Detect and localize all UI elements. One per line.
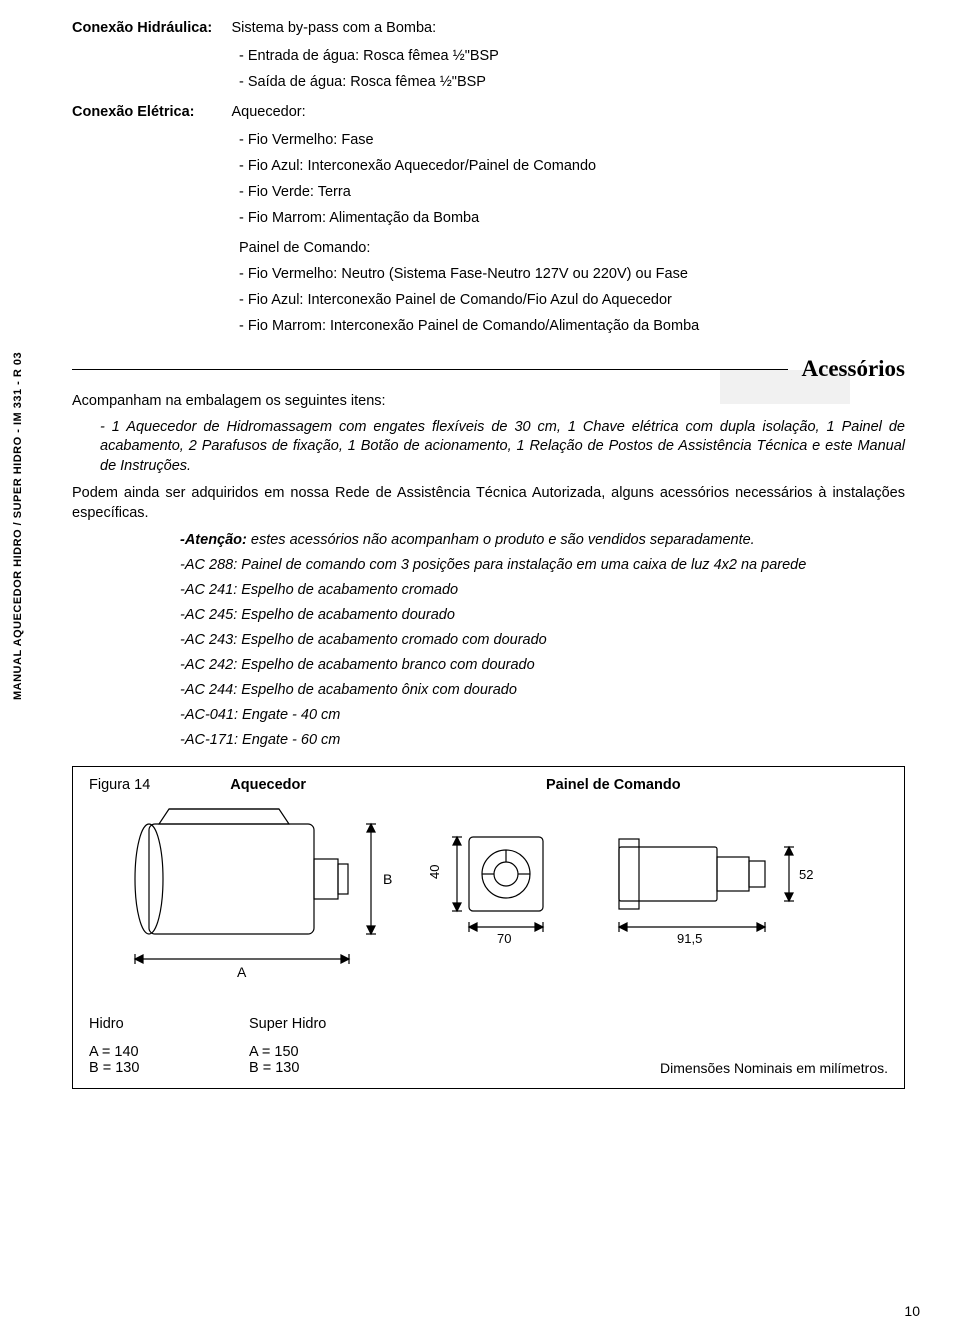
- electrical-sub1-line-1: - Fio Azul: Interconexão Aquecedor/Paine…: [239, 158, 905, 174]
- hidro-label: Hidro: [89, 1016, 189, 1032]
- electrical-sub1-label: Aquecedor:: [231, 104, 871, 120]
- attention-rest: estes acessórios não acompanham o produt…: [247, 532, 755, 548]
- accessory-list: -Atenção: estes acessórios não acompanha…: [180, 532, 905, 748]
- dim-52-text: 52: [799, 867, 813, 882]
- page-number: 10: [904, 1303, 920, 1319]
- figure-svg: B A: [89, 799, 879, 1009]
- attention-label: -Atenção:: [180, 532, 247, 548]
- dim-40-text: 40: [427, 865, 442, 879]
- electrical-sub2-line-0: - Fio Vermelho: Neutro (Sistema Fase-Neu…: [239, 266, 905, 282]
- hydraulic-value: Sistema by-pass com a Bomba:: [231, 20, 871, 36]
- ac-item: -AC 244: Espelho de acabamento ônix com …: [180, 682, 905, 698]
- hydraulic-label: Conexão Hidráulica:: [72, 20, 227, 36]
- super-b: B = 130: [249, 1060, 369, 1076]
- ac-item: -AC 245: Espelho de acabamento dourado: [180, 607, 905, 623]
- hidro-b: B = 130: [89, 1060, 189, 1076]
- figure-right-title: Painel de Comando: [546, 777, 681, 793]
- hydraulic-line-0: - Entrada de água: Rosca fêmea ½"BSP: [239, 48, 905, 64]
- figure-left-title: Aquecedor: [230, 777, 306, 793]
- electrical-sub2-label: Painel de Comando:: [239, 240, 905, 256]
- intro-sub-text: - 1 Aquecedor de Hidromassagem com engat…: [100, 418, 905, 477]
- para2-text: Podem ainda ser adquiridos em nossa Rede…: [72, 484, 905, 523]
- ac-item: -AC 242: Espelho de acabamento branco co…: [180, 657, 905, 673]
- dim-70-text: 70: [497, 931, 511, 946]
- super-col: Super Hidro A = 150 B = 130: [249, 1016, 369, 1076]
- hidro-a: A = 140: [89, 1044, 189, 1060]
- vertical-doc-code: MANUAL AQUECEDOR HIDRO / SUPER HIDRO - I…: [12, 352, 24, 700]
- figure-14-box: Figura 14 Aquecedor Painel de Comando: [72, 766, 905, 1089]
- electrical-row: Conexão Elétrica: Aquecedor:: [72, 104, 905, 122]
- super-label: Super Hidro: [249, 1016, 369, 1032]
- electrical-label: Conexão Elétrica:: [72, 104, 227, 120]
- dim-915-text: 91,5: [677, 931, 702, 946]
- figure-svg-wrap: B A: [89, 799, 888, 1014]
- super-a: A = 150: [249, 1044, 369, 1060]
- dim-b-text: B: [383, 871, 392, 887]
- section-heading-row: Acessórios: [72, 356, 905, 382]
- electrical-sub1-line-3: - Fio Marrom: Alimentação da Bomba: [239, 210, 905, 226]
- electrical-sub2-line-2: - Fio Marrom: Interconexão Painel de Com…: [239, 318, 905, 334]
- ac-item: -AC-041: Engate - 40 cm: [180, 707, 905, 723]
- ac-item: -AC 241: Espelho de acabamento cromado: [180, 582, 905, 598]
- figure-title-row: Figura 14 Aquecedor Painel de Comando: [89, 777, 888, 793]
- ac-item: -AC 243: Espelho de acabamento cromado c…: [180, 632, 905, 648]
- ac-item: -AC-171: Engate - 60 cm: [180, 732, 905, 748]
- figure-legend-row: Hidro A = 140 B = 130 Super Hidro A = 15…: [89, 1016, 888, 1076]
- electrical-sub1-line-2: - Fio Verde: Terra: [239, 184, 905, 200]
- hydraulic-row: Conexão Hidráulica: Sistema by-pass com …: [72, 20, 905, 38]
- intro-text: Acompanham na embalagem os seguintes ite…: [72, 392, 905, 412]
- attention-line: -Atenção: estes acessórios não acompanha…: [180, 532, 905, 548]
- dim-a-text: A: [237, 964, 247, 980]
- electrical-sub2-line-1: - Fio Azul: Interconexão Painel de Coman…: [239, 292, 905, 308]
- section-heading-line: [72, 369, 788, 370]
- dims-note: Dimensões Nominais em milímetros.: [429, 1060, 888, 1076]
- figure-number: Figura 14: [89, 777, 150, 793]
- ac-item: -AC 288: Painel de comando com 3 posiçõe…: [180, 557, 905, 573]
- hidro-col: Hidro A = 140 B = 130: [89, 1016, 189, 1076]
- electrical-sub1-line-0: - Fio Vermelho: Fase: [239, 132, 905, 148]
- section-heading-text: Acessórios: [802, 356, 905, 382]
- hydraulic-line-1: - Saída de água: Rosca fêmea ½"BSP: [239, 74, 905, 90]
